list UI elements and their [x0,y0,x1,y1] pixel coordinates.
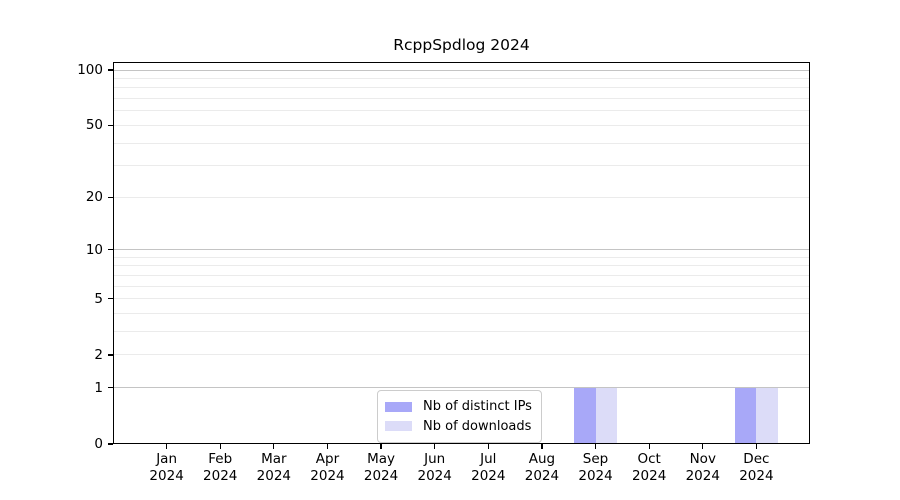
minor-gridline [113,354,810,356]
minor-gridline [113,124,810,126]
y-tick-label: 5 [94,290,103,307]
minor-gridline [113,196,810,198]
plot-area: 100 50 20 10 5 2 1 0 Jan 2024 Feb 2024 Mar 2024 Ap… [77,62,810,484]
chart-title: RcppSpdlog 2024 [393,36,530,54]
minor-gridline [113,285,810,287]
bar-downloads [756,387,778,444]
downloads-swatch-icon [385,421,412,432]
legend-entry-downloads: Nb of downloads [385,417,532,437]
y-tick-mark [108,298,113,300]
minor-gridline [113,142,810,144]
minor-gridline [113,87,810,89]
legend-label: Nb of downloads [423,418,532,434]
x-tick-label: Oct 2024 [631,451,667,484]
x-tick-label: Mar 2024 [256,451,292,484]
minor-gridline [113,265,810,267]
legend: Nb of distinct IPs Nb of downloads [377,390,542,443]
y-tick-label: 2 [94,346,103,363]
x-tick-mark [594,444,597,449]
minor-gridline [113,110,810,112]
minor-gridline [113,274,810,276]
y-tick-label: 20 [85,189,103,206]
minor-gridline [113,98,810,100]
x-tick-label: Jul 2024 [471,451,506,484]
y-tick-label: 1 [94,379,103,396]
y-tick-mark [108,249,113,251]
y-tick-mark [108,443,113,445]
x-tick-label: Aug 2024 [524,451,560,484]
bar-distinct-ips [734,387,757,444]
x-tick-label: Feb 2024 [203,451,238,484]
bar-downloads [595,387,618,444]
minor-gridline [113,77,810,79]
x-tick-label: Sep 2024 [578,451,613,484]
distinct-ips-swatch-icon [385,401,412,412]
y-tick-mark [108,354,113,356]
major-gridline [113,387,810,389]
x-tick-mark [219,444,221,449]
y-tick-mark [108,124,113,127]
x-tick-label: Apr 2024 [310,451,345,484]
x-tick-label: Jun 2024 [417,451,452,484]
legend-label: Nb of distinct IPs [423,399,532,415]
x-tick-mark [380,444,382,449]
y-tick-mark [108,196,113,198]
x-tick-mark [702,444,704,449]
minor-gridline [113,331,810,333]
x-tick-label: Dec 2024 [739,451,774,484]
major-gridline [113,69,810,71]
bar-distinct-ips [574,387,596,444]
x-tick-mark [273,444,275,449]
x-tick-mark [541,444,543,449]
y-tick-mark [108,387,113,389]
minor-gridline [113,298,810,300]
x-tick-mark [434,444,436,449]
x-tick-label: Jan 2024 [149,451,184,484]
y-tick-label: 0 [94,436,103,452]
minor-gridline [113,165,810,167]
x-tick-label: May 2024 [363,451,399,484]
x-tick-mark [755,444,758,449]
major-gridline [113,249,810,251]
y-tick-label: 50 [85,117,103,134]
minor-gridline [113,313,810,315]
x-tick-label: Nov 2024 [685,451,720,484]
y-tick-label: 10 [85,241,103,258]
x-tick-mark [487,444,489,449]
y-tick-mark [108,69,113,71]
y-tick-label: 100 [77,62,103,78]
x-tick-mark [165,444,168,449]
legend-entry-distinct-ips: Nb of distinct IPs [385,397,532,417]
x-tick-mark [648,444,650,449]
minor-gridline [113,256,810,258]
x-tick-mark [326,444,329,449]
